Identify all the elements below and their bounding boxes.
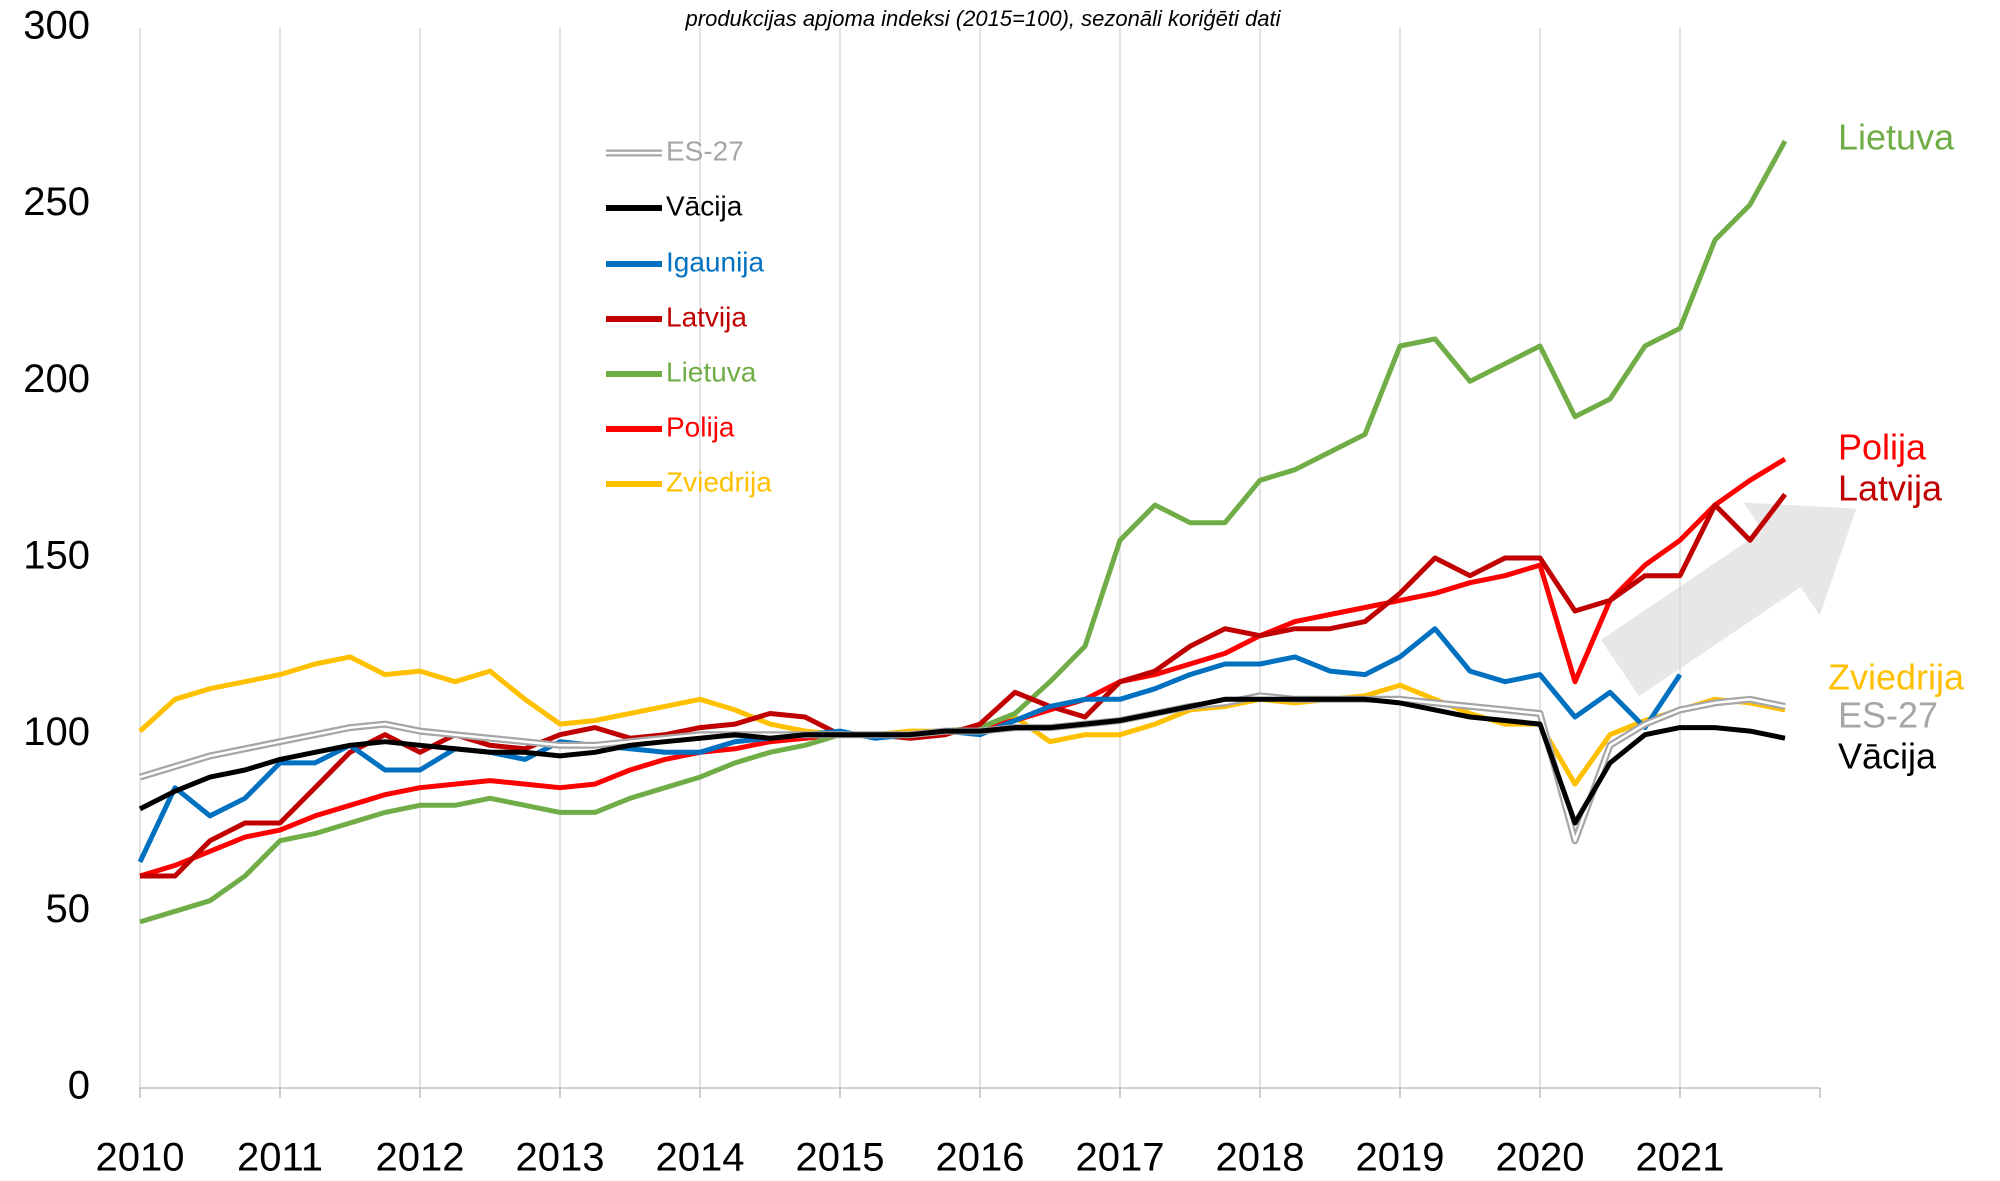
end-label: Latvija bbox=[1838, 468, 1943, 509]
series-line bbox=[139, 139, 1788, 925]
end-label: Lietuva bbox=[1838, 117, 1955, 158]
x-tick-label: 2021 bbox=[1636, 1136, 1725, 1180]
y-tick-label: 300 bbox=[23, 4, 90, 48]
x-tick-label: 2016 bbox=[936, 1136, 1025, 1180]
legend-label: Latvija bbox=[666, 301, 747, 332]
x-tick-label: 2020 bbox=[1496, 1136, 1585, 1180]
arrow-shape bbox=[1600, 502, 1857, 697]
x-tick-label: 2015 bbox=[796, 1136, 885, 1180]
x-tick-label: 2013 bbox=[516, 1136, 605, 1180]
y-tick-label: 250 bbox=[23, 180, 90, 224]
y-tick-label: 200 bbox=[23, 357, 90, 401]
end-label: Zviedrija bbox=[1828, 657, 1965, 698]
x-tick-label: 2011 bbox=[237, 1136, 323, 1180]
legend-label: Vācija bbox=[666, 190, 743, 221]
x-tick-label: 2019 bbox=[1356, 1136, 1445, 1180]
end-label: ES-27 bbox=[1838, 695, 1938, 736]
end-label: Polija bbox=[1838, 427, 1927, 468]
legend-label: ES-27 bbox=[666, 135, 744, 166]
chart-title: produkcijas apjoma indeksi (2015=100), s… bbox=[685, 6, 1282, 31]
series-line bbox=[138, 696, 1786, 826]
legend-label: Lietuva bbox=[666, 356, 757, 387]
x-tick-label: 2012 bbox=[376, 1136, 465, 1180]
x-tick-label: 2014 bbox=[656, 1136, 745, 1180]
y-tick-label: 50 bbox=[46, 887, 91, 931]
legend-label: Zviedrija bbox=[666, 466, 772, 497]
x-tick-label: 2010 bbox=[96, 1136, 185, 1180]
x-tick-label: 2018 bbox=[1216, 1136, 1305, 1180]
y-tick-label: 150 bbox=[23, 534, 90, 578]
y-tick-label: 0 bbox=[68, 1064, 90, 1108]
x-tick-label: 2017 bbox=[1076, 1136, 1165, 1180]
y-tick-label: 100 bbox=[23, 710, 90, 754]
legend-label: Polija bbox=[666, 411, 735, 442]
trend-arrow bbox=[1600, 502, 1857, 697]
series-line bbox=[140, 492, 1787, 879]
legend-label: Igaunija bbox=[666, 246, 765, 277]
end-label: Vācija bbox=[1838, 736, 1937, 777]
